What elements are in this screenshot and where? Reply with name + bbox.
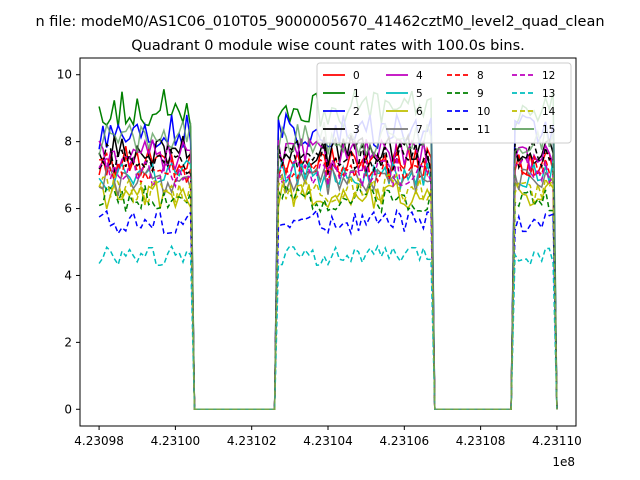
x-tick-label: 4.23102 [227, 434, 277, 448]
legend-label: 4 [416, 70, 423, 82]
x-tick-label: 4.23098 [74, 434, 124, 448]
series-line-3 [98, 132, 558, 411]
legend-box [316, 62, 572, 144]
series-line-13 [98, 244, 558, 411]
x-tick-label: 4.23104 [303, 434, 353, 448]
legend-label: 6 [416, 106, 423, 118]
series-line-2 [98, 111, 558, 411]
series-line-9 [98, 183, 558, 411]
chart-suptitle: n file: modeM0/AS1C06_010T05_9000005670_… [35, 14, 604, 30]
series-line-6 [98, 179, 558, 411]
y-axis: 0 2 4 6 8 10 [57, 68, 80, 416]
series-line-15 [98, 120, 558, 411]
series-line-12 [98, 156, 558, 411]
legend-label: 7 [416, 124, 423, 136]
legend-label: 8 [477, 70, 484, 82]
series-line-10 [98, 208, 558, 411]
y-tick-label: 4 [64, 268, 72, 282]
series-line-5 [98, 159, 558, 411]
x-tick-label: 4.23108 [456, 434, 506, 448]
x-tick-label: 4.23100 [151, 434, 201, 448]
x-offset-label: 1e8 [552, 455, 575, 469]
x-axis: 4.23098 4.23100 4.23102 4.23104 4.23106 4.231… [74, 426, 582, 448]
series-line-7 [98, 165, 558, 411]
legend-label: 3 [353, 124, 360, 136]
legend-label: 14 [542, 106, 556, 118]
legend-label: 12 [542, 70, 555, 82]
legend-label: 2 [353, 106, 360, 118]
y-tick-label: 0 [64, 402, 72, 416]
legend-label: 13 [542, 88, 555, 100]
legend-label: 11 [477, 124, 490, 136]
legend-label: 1 [353, 88, 360, 100]
legend-label: 5 [416, 88, 423, 100]
legend-label: 9 [477, 88, 484, 100]
legend-label: 10 [477, 106, 490, 118]
y-tick-label: 8 [64, 135, 72, 149]
axes-frame [79, 57, 577, 427]
y-tick-label: 2 [64, 335, 72, 349]
chart-title: Quadrant 0 module wise count rates with … [131, 38, 525, 54]
legend-label: 0 [353, 70, 360, 82]
y-tick-label: 6 [64, 202, 72, 216]
legend-label: 15 [542, 124, 555, 136]
x-tick-label: 4.23106 [379, 434, 429, 448]
x-tick-label: 4.23110 [532, 434, 582, 448]
plot-area [98, 89, 558, 411]
y-tick-label: 10 [57, 68, 72, 82]
